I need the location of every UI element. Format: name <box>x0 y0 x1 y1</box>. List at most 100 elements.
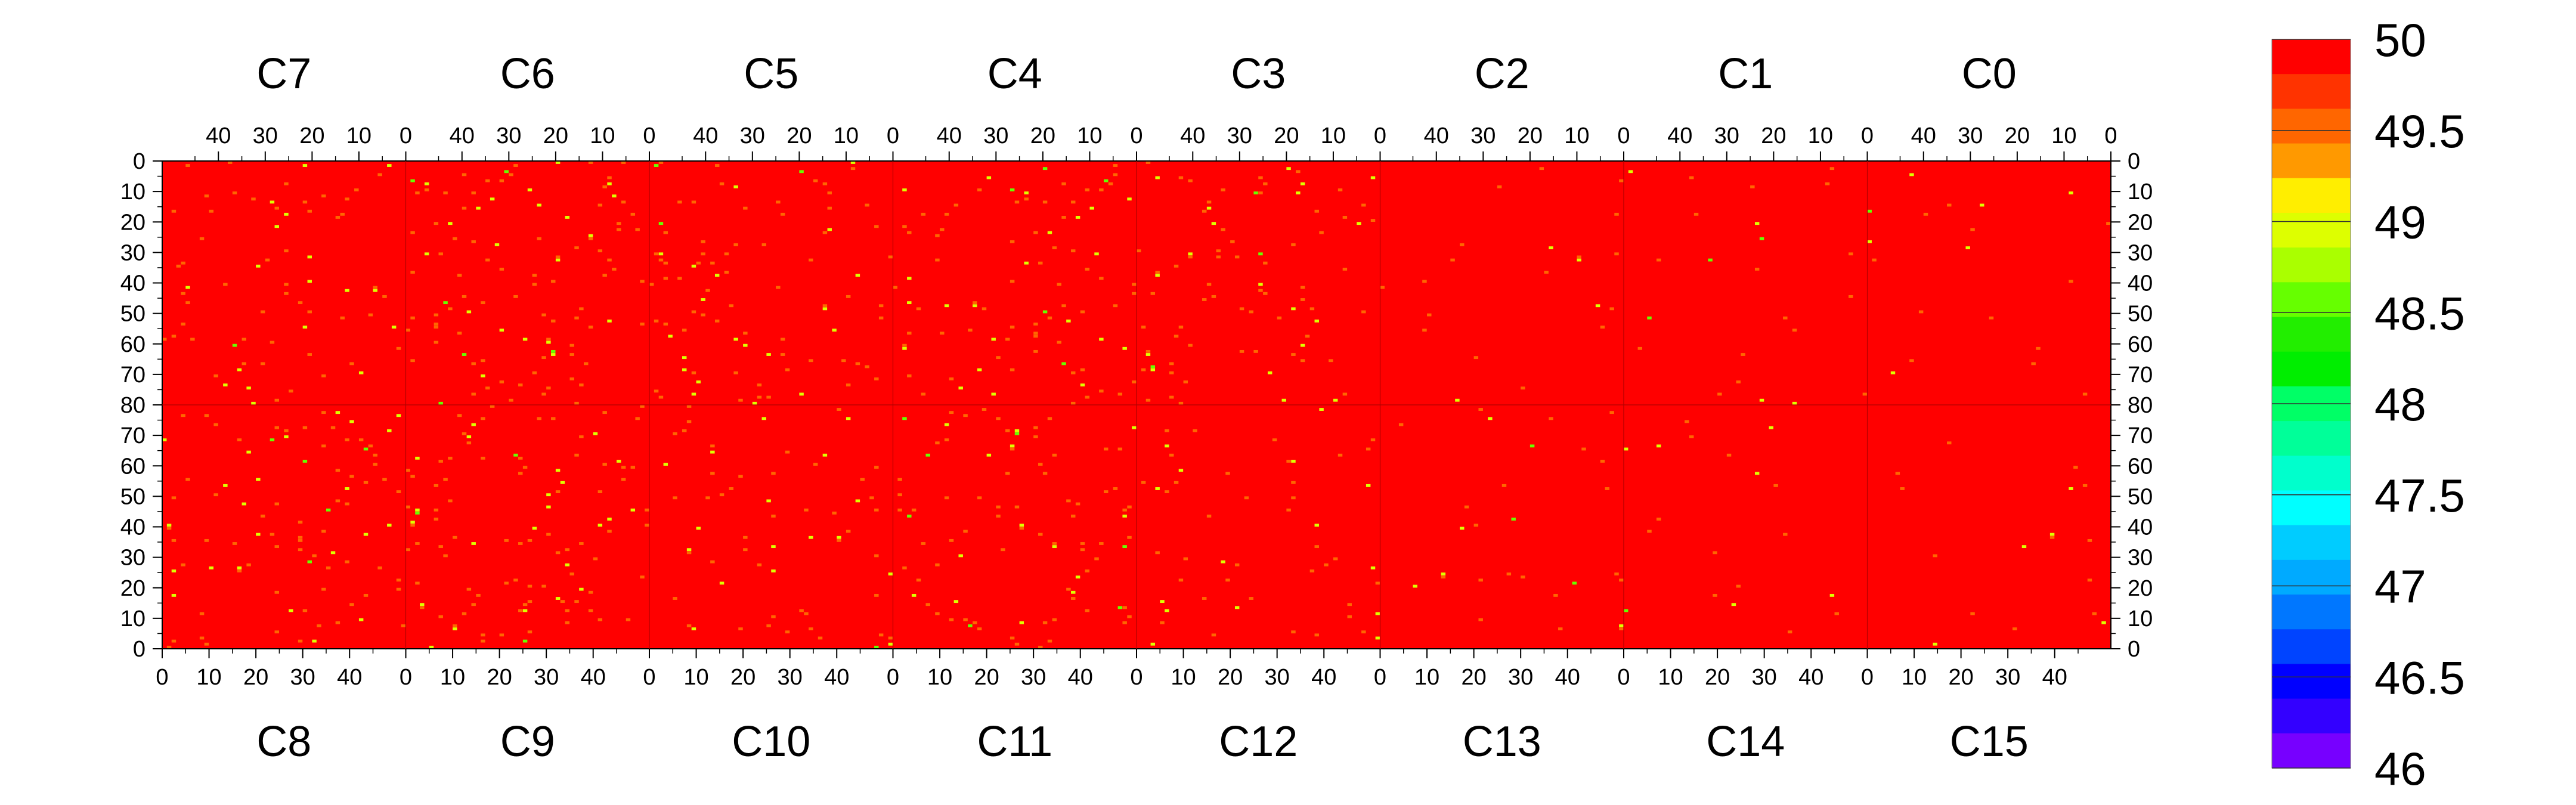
pixel-cell <box>1122 545 1127 549</box>
y-tick-label-left: 40 <box>120 271 145 296</box>
pixel-cell <box>846 417 851 420</box>
pixel-cell <box>982 307 987 311</box>
x-tick-label-top: 40 <box>1180 123 1205 148</box>
pixel-cell <box>654 252 659 256</box>
pixel-cell <box>312 639 317 643</box>
pixel-cell <box>1122 515 1127 518</box>
pixel-cell <box>677 277 682 280</box>
pixel-cell <box>471 191 476 194</box>
x-tick-label-top: 0 <box>1374 123 1386 148</box>
chip-label-c8: C8 <box>256 718 311 766</box>
pixel-cell <box>907 515 912 518</box>
pixel-cell <box>1145 398 1151 402</box>
y-tick-label-right: 60 <box>2128 454 2153 479</box>
pixel-cell <box>1085 267 1090 271</box>
pixel-cell <box>569 572 574 576</box>
pixel-cell <box>860 478 865 481</box>
pixel-cell <box>345 197 349 201</box>
pixel-cell <box>1141 326 1146 329</box>
x-tick-label-top: 30 <box>253 123 278 148</box>
pixel-cell <box>686 624 692 627</box>
pixel-cell <box>1333 398 1338 402</box>
pixel-cell <box>1188 255 1193 259</box>
pixel-cell <box>944 423 949 426</box>
pixel-cell <box>1281 398 1286 402</box>
pixel-cell <box>565 609 570 612</box>
pixel-cell <box>340 212 345 216</box>
pixel-cell <box>270 532 275 536</box>
pixel-cell <box>621 466 626 469</box>
pixel-cell <box>973 301 977 305</box>
pixel-cell <box>991 392 996 396</box>
pixel-cell <box>1206 515 1212 518</box>
pixel-cell <box>785 368 790 371</box>
pixel-cell <box>373 289 377 292</box>
pixel-cell <box>1787 630 1792 634</box>
pixel-cell <box>1272 438 1277 442</box>
y-tick-label-right: 10 <box>2128 606 2153 631</box>
pixel-cell <box>1075 502 1080 506</box>
pixel-cell <box>607 530 612 533</box>
pixel-cell <box>185 478 190 481</box>
pixel-cell <box>1202 597 1207 600</box>
pixel-cell <box>607 176 612 179</box>
y-tick-label-left: 10 <box>120 179 145 205</box>
pixel-cell <box>1342 267 1348 271</box>
y-tick-label-right: 30 <box>2128 546 2153 571</box>
pixel-cell <box>621 161 626 164</box>
pixel-cell <box>1296 170 1301 174</box>
pixel-cell <box>658 222 664 225</box>
pixel-cell <box>1829 593 1835 597</box>
colorbar-segment <box>2272 74 2351 109</box>
pixel-cell <box>1010 188 1015 191</box>
pixel-cell <box>569 353 574 356</box>
pixel-cell <box>1010 636 1015 640</box>
pixel-cell <box>1193 429 1197 432</box>
pixel-cell <box>1375 636 1380 640</box>
pixel-cell <box>1104 179 1109 182</box>
y-tick-label-right: 70 <box>2128 363 2153 388</box>
pixel-cell <box>1132 292 1137 295</box>
pixel-cell <box>476 593 481 597</box>
pixel-cell <box>246 563 251 566</box>
pixel-cell <box>738 627 743 631</box>
pixel-cell <box>1052 453 1057 457</box>
pixel-cell <box>462 173 467 177</box>
pixel-cell <box>1150 642 1156 646</box>
pixel-cell <box>1460 527 1465 530</box>
pixel-cell <box>302 609 308 612</box>
pixel-cell <box>274 545 279 549</box>
pixel-cell <box>434 484 439 487</box>
pixel-cell <box>555 597 561 600</box>
pixel-cell <box>1258 252 1263 256</box>
pixel-cell <box>799 170 804 174</box>
colorbar-segment <box>2272 525 2351 561</box>
pixel-cell <box>2012 627 2017 631</box>
pixel-cell <box>349 362 354 366</box>
pixel-cell <box>569 377 574 380</box>
colorbar-segment <box>2272 143 2351 179</box>
pixel-cell <box>1033 231 1038 234</box>
pixel-cell <box>1057 340 1061 344</box>
pixel-cell <box>584 362 589 366</box>
pixel-cell <box>504 170 509 174</box>
pixel-cell <box>1042 167 1048 171</box>
pixel-cell <box>1867 240 1872 243</box>
pixel-cell <box>377 173 382 177</box>
colorbar-segment <box>2272 39 2351 75</box>
pixel-cell <box>270 340 275 344</box>
pixel-cell <box>874 593 879 597</box>
pixel-cell <box>410 316 415 320</box>
pixel-cell <box>232 343 237 347</box>
pixel-cell <box>171 593 177 597</box>
y-tick-label-left: 20 <box>120 576 145 601</box>
pixel-cell <box>1178 176 1184 179</box>
pixel-cell <box>345 289 349 292</box>
pixel-cell <box>190 338 195 341</box>
pixel-cell <box>897 478 902 481</box>
pixel-cell <box>527 188 532 191</box>
pixel-cell <box>1754 472 1760 475</box>
pixel-cell <box>654 319 659 323</box>
pixel-cell <box>274 426 279 429</box>
